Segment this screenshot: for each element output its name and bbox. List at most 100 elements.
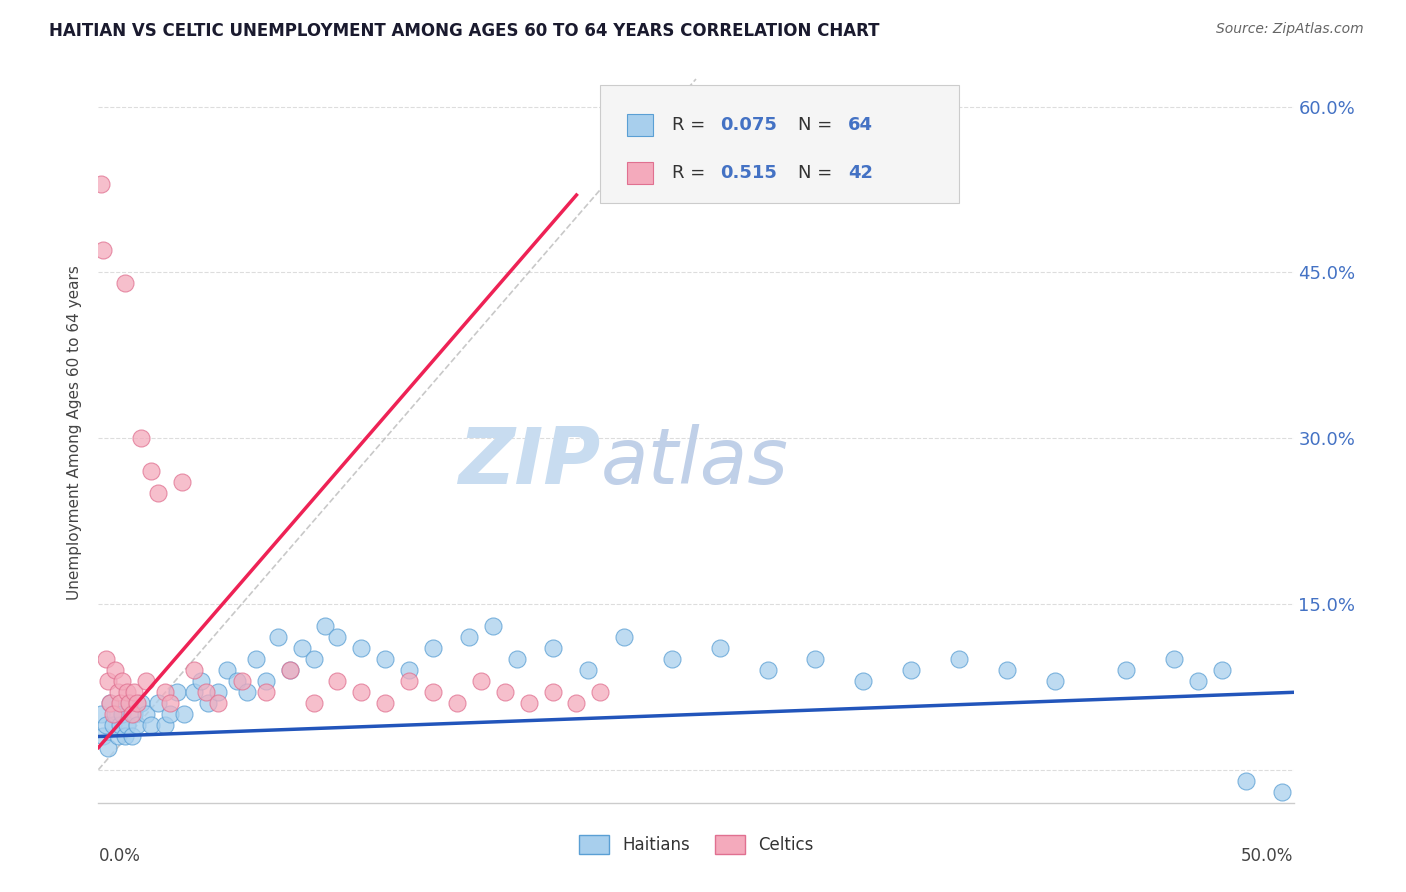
Point: [350, 641, 373, 656]
Point: [195, 685, 218, 699]
Point: [1187, 674, 1209, 689]
Point: [115, 718, 138, 732]
Point: [159, 697, 181, 711]
Y-axis label: Unemployment Among Ages 60 to 64 years: Unemployment Among Ages 60 to 64 years: [67, 265, 83, 600]
Point: [326, 630, 349, 644]
Point: [124, 707, 146, 722]
Legend: Haitians, Celtics: Haitians, Celtics: [572, 829, 820, 861]
Point: [254, 685, 277, 699]
Point: [1271, 785, 1294, 799]
Point: [173, 707, 195, 722]
Point: [481, 619, 505, 633]
Point: [190, 674, 212, 689]
Text: N =: N =: [797, 116, 838, 134]
Point: [107, 730, 129, 744]
Point: [1211, 663, 1233, 677]
Point: [565, 697, 588, 711]
Point: [197, 697, 219, 711]
Point: [661, 652, 683, 666]
Text: atlas: atlas: [600, 425, 789, 500]
Point: [131, 431, 153, 445]
Point: [517, 697, 540, 711]
Point: [541, 685, 564, 699]
Point: [97, 674, 120, 689]
Point: [267, 630, 290, 644]
Text: ZIP: ZIP: [458, 425, 600, 500]
Point: [121, 730, 143, 744]
Point: [398, 674, 420, 689]
Point: [254, 674, 277, 689]
FancyBboxPatch shape: [600, 85, 959, 203]
Point: [804, 652, 827, 666]
Text: R =: R =: [672, 164, 717, 182]
Point: [1234, 773, 1257, 788]
Point: [291, 641, 314, 656]
Point: [108, 697, 131, 711]
Point: [125, 697, 148, 711]
Point: [235, 685, 257, 699]
Point: [97, 740, 120, 755]
Point: [422, 641, 444, 656]
Point: [226, 674, 249, 689]
Point: [104, 707, 127, 722]
Point: [166, 685, 188, 699]
Point: [118, 697, 141, 711]
Text: N =: N =: [797, 164, 838, 182]
Point: [494, 685, 516, 699]
Point: [422, 685, 444, 699]
Point: [91, 244, 114, 258]
Point: [155, 718, 177, 732]
Point: [506, 652, 529, 666]
Point: [139, 718, 162, 732]
Point: [111, 674, 134, 689]
Point: [709, 641, 731, 656]
Point: [326, 674, 349, 689]
Point: [852, 674, 875, 689]
Point: [148, 697, 170, 711]
FancyBboxPatch shape: [627, 162, 652, 185]
Point: [118, 697, 141, 711]
Point: [183, 663, 205, 677]
Point: [91, 730, 114, 744]
Text: HAITIAN VS CELTIC UNEMPLOYMENT AMONG AGES 60 TO 64 YEARS CORRELATION CHART: HAITIAN VS CELTIC UNEMPLOYMENT AMONG AGE…: [49, 22, 880, 40]
Point: [98, 697, 122, 711]
Point: [111, 707, 134, 722]
Point: [458, 630, 481, 644]
Point: [148, 486, 170, 500]
Text: 0.515: 0.515: [720, 164, 776, 182]
Text: 64: 64: [848, 116, 873, 134]
Point: [94, 718, 117, 732]
Point: [183, 685, 205, 699]
Point: [1115, 663, 1137, 677]
Point: [302, 697, 325, 711]
Point: [350, 685, 373, 699]
Point: [124, 685, 146, 699]
Text: 50.0%: 50.0%: [1241, 847, 1294, 865]
Point: [101, 707, 124, 722]
Point: [245, 652, 267, 666]
Point: [374, 652, 396, 666]
Point: [948, 652, 970, 666]
Point: [98, 697, 122, 711]
Point: [278, 663, 301, 677]
Point: [1163, 652, 1185, 666]
Point: [207, 685, 229, 699]
Text: 0.0%: 0.0%: [98, 847, 141, 865]
Point: [278, 663, 301, 677]
Point: [302, 652, 325, 666]
Point: [159, 707, 181, 722]
Point: [94, 652, 117, 666]
Point: [114, 277, 136, 291]
Point: [125, 718, 148, 732]
Text: R =: R =: [672, 116, 711, 134]
Point: [155, 685, 177, 699]
Point: [104, 663, 127, 677]
Point: [121, 707, 143, 722]
Point: [541, 641, 564, 656]
Point: [578, 663, 600, 677]
Point: [315, 619, 337, 633]
Point: [90, 707, 112, 722]
Point: [613, 630, 636, 644]
Text: Source: ZipAtlas.com: Source: ZipAtlas.com: [1216, 22, 1364, 37]
Point: [108, 718, 131, 732]
